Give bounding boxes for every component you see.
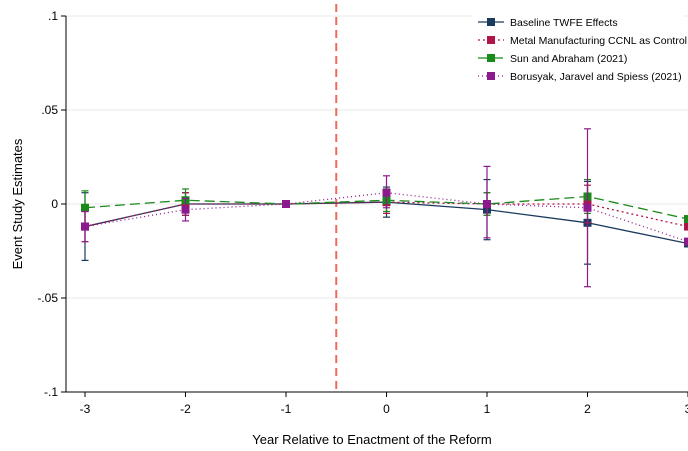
y-tick-label: 0 bbox=[51, 197, 58, 211]
series-3 bbox=[81, 128, 688, 288]
series-group bbox=[81, 128, 688, 288]
legend-label: Baseline TWFE Effects bbox=[510, 17, 618, 29]
data-point bbox=[684, 215, 688, 224]
legend-marker bbox=[487, 36, 495, 44]
x-tick-label: 0 bbox=[383, 402, 390, 416]
data-point bbox=[282, 200, 290, 208]
data-point bbox=[483, 200, 491, 208]
y-tick-label: -.05 bbox=[37, 291, 58, 305]
x-axis-label: Year Relative to Enactment of the Reform bbox=[252, 432, 491, 447]
legend-label: Metal Manufacturing CCNL as Control bbox=[510, 35, 687, 47]
legend: Baseline TWFE Effects Metal Manufacturing… bbox=[472, 10, 687, 84]
data-point bbox=[684, 222, 688, 231]
x-tick-label: -2 bbox=[180, 402, 191, 416]
data-point bbox=[81, 222, 89, 231]
data-point bbox=[181, 205, 190, 214]
legend-label: Borusyak, Jaravel and Spiess (2021) bbox=[510, 71, 682, 83]
data-point bbox=[684, 237, 688, 246]
data-point bbox=[81, 203, 89, 212]
tick-labels: .1 .05 0 -.05 -.1 -3 -2 -1 0 1 2 3 bbox=[37, 9, 688, 416]
legend-label: Sun and Abraham (2021) bbox=[510, 53, 627, 65]
x-tick-label: -3 bbox=[80, 402, 91, 416]
data-point bbox=[382, 188, 391, 197]
y-axis-label: Event Study Estimates bbox=[10, 138, 25, 269]
x-tick-label: 1 bbox=[484, 402, 491, 416]
x-tick-label: 2 bbox=[584, 402, 591, 416]
x-tick-label: -1 bbox=[281, 402, 292, 416]
y-tick-label: .05 bbox=[41, 103, 58, 117]
series-2 bbox=[81, 178, 688, 226]
y-tick-label: -.1 bbox=[44, 385, 58, 399]
legend-box bbox=[472, 10, 684, 84]
x-tick-label: 3 bbox=[685, 402, 688, 416]
data-point bbox=[583, 203, 592, 212]
legend-marker bbox=[487, 54, 495, 62]
legend-marker bbox=[487, 72, 495, 80]
legend-marker bbox=[487, 18, 495, 26]
y-tick-label: .1 bbox=[48, 9, 58, 23]
